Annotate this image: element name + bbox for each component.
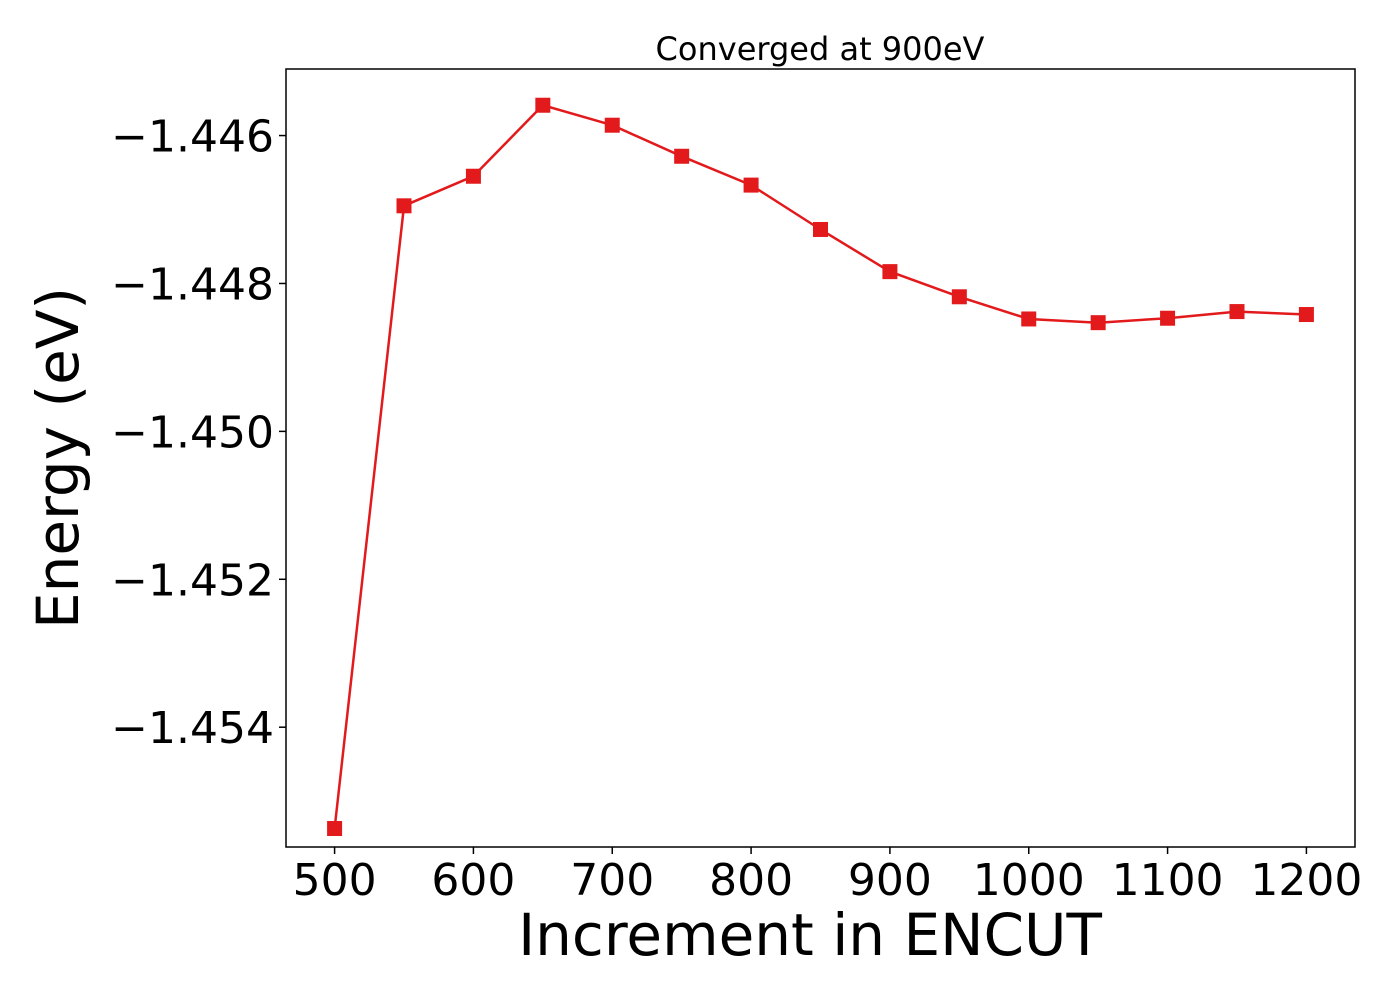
data-point-marker xyxy=(813,221,828,237)
data-point-marker xyxy=(396,198,412,214)
series-layer xyxy=(327,97,1314,837)
y-tick-label: −1.450 xyxy=(111,407,274,458)
chart-title: Converged at 900eV xyxy=(656,30,985,68)
data-point-marker xyxy=(951,289,967,305)
data-point-marker xyxy=(465,168,481,184)
data-point-marker xyxy=(1229,304,1245,320)
y-axis-ticks: −1.446 −1.448 −1.450 −1.452 −1.454 xyxy=(111,112,286,754)
data-point-marker xyxy=(535,97,551,113)
data-point-marker xyxy=(882,264,898,280)
x-tick-label: 900 xyxy=(848,855,932,906)
data-point-marker xyxy=(327,821,343,837)
y-tick-label: −1.448 xyxy=(111,259,274,310)
x-axis-label: Increment in ENCUT xyxy=(518,901,1102,969)
data-point-marker xyxy=(1160,310,1176,326)
series-line xyxy=(333,103,1307,829)
data-point-marker xyxy=(1298,307,1314,323)
y-tick-label: −1.454 xyxy=(111,703,274,754)
x-tick-label: 700 xyxy=(570,855,654,906)
x-tick-label: 1200 xyxy=(1250,855,1362,906)
x-tick-label: 1100 xyxy=(1112,855,1224,906)
data-point-marker xyxy=(604,117,620,133)
y-axis-label: Energy (eV) xyxy=(24,287,92,629)
data-point-marker xyxy=(1090,315,1106,331)
x-tick-label: 1000 xyxy=(973,855,1085,906)
data-point-marker xyxy=(743,177,759,193)
y-tick-label: −1.446 xyxy=(111,112,274,163)
y-tick-label: −1.452 xyxy=(111,555,274,606)
x-tick-label: 800 xyxy=(709,855,793,906)
x-tick-label: 600 xyxy=(431,855,515,906)
x-axis-ticks: 500 600 700 800 900 1000 1100 1200 xyxy=(293,847,1362,906)
data-point-marker xyxy=(1021,311,1037,327)
plot-frame xyxy=(285,68,1356,848)
data-point-marker xyxy=(674,148,690,164)
x-tick-label: 500 xyxy=(293,855,377,906)
